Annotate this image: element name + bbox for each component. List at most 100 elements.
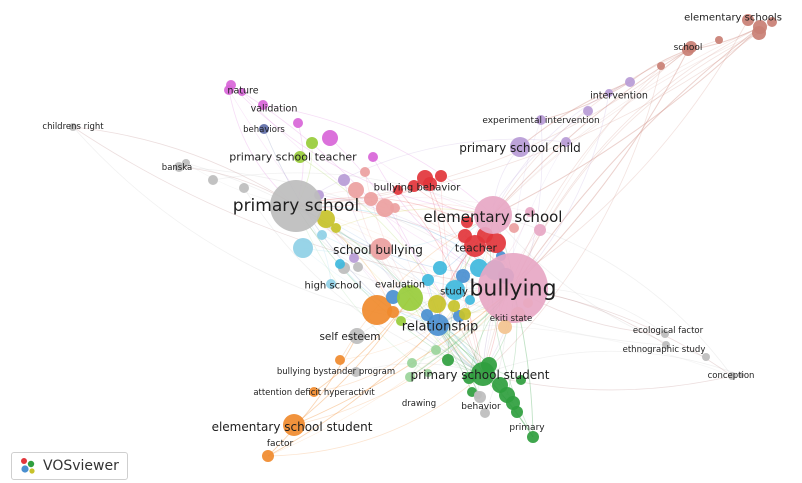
network-node[interactable] [387,306,399,318]
network-node[interactable] [448,300,460,312]
node-factor[interactable] [262,450,274,462]
network-node[interactable] [435,170,447,182]
network-node[interactable] [657,62,665,70]
network-node[interactable] [208,175,218,185]
node-self-esteem[interactable] [349,328,365,344]
node-ecological-factor[interactable] [661,330,669,338]
label-drawing[interactable]: drawing [402,399,436,409]
label-elementary-schools[interactable]: elementary schools [684,13,782,24]
label-relationship[interactable]: relationship [402,320,478,335]
label-primary[interactable]: primary [509,423,545,433]
network-node[interactable] [511,406,523,418]
network-node[interactable] [317,210,335,228]
label-elementary-school[interactable]: elementary school [424,208,563,226]
node-intervention[interactable] [625,77,635,87]
network-node[interactable] [368,152,378,162]
network-node[interactable] [442,354,454,366]
node-elementary-school-student[interactable] [283,414,305,436]
node-elementary-school[interactable] [474,196,512,234]
network-node[interactable] [742,14,754,26]
node-childrens-right[interactable] [69,123,77,131]
network-node[interactable] [360,167,370,177]
network-node[interactable] [353,262,363,272]
network-node[interactable] [407,358,417,368]
node-elementary-schools[interactable] [753,20,767,34]
label-behaviors[interactable]: behaviors [243,125,285,135]
node-bullying-behavior[interactable] [417,170,433,186]
node-school[interactable] [682,44,694,56]
network-node[interactable] [461,216,473,228]
network-node[interactable] [364,192,378,206]
node-behaviors[interactable] [259,124,269,134]
node-primary-school[interactable] [270,180,322,232]
network-node[interactable] [431,345,441,355]
label-study[interactable]: study [440,287,468,298]
label-bullying-bystander-program[interactable]: bullying bystander program [277,367,395,377]
network-node[interactable] [182,159,190,167]
node-nature[interactable] [224,85,234,95]
node-primary-school-teacher[interactable] [294,151,306,163]
label-experimental-intervention[interactable]: experimental intervention [482,116,599,126]
network-node[interactable] [605,89,613,97]
node-ekiti-state[interactable] [498,320,512,334]
label-conception[interactable]: conception [708,371,755,381]
label-high-school[interactable]: high school [304,281,361,292]
label-childrens-right[interactable]: childrens right [42,122,104,132]
node-relationship[interactable] [427,314,449,336]
label-bullying-behavior[interactable]: bullying behavior [374,183,462,194]
network-node[interactable] [317,230,327,240]
network-node[interactable] [306,137,318,149]
node-primary-school-student[interactable] [471,362,495,386]
node-primary-school-child[interactable] [510,137,530,157]
network-node[interactable] [459,308,471,320]
network-node[interactable] [238,88,246,96]
network-node[interactable] [293,238,313,258]
network-node[interactable] [396,316,406,326]
network-node[interactable] [715,36,723,44]
label-ecological-factor[interactable]: ecological factor [633,326,704,336]
network-node[interactable] [767,17,777,27]
node-primary[interactable] [527,431,539,443]
node-experimental-intervention[interactable] [536,115,546,125]
network-node[interactable] [534,224,546,236]
network-node[interactable] [456,269,470,283]
label-primary-school-student[interactable]: primary school student [411,368,550,382]
label-behavior[interactable]: behavior [461,402,501,412]
label-school-bullying[interactable]: school bullying [333,243,423,257]
label-ethnographic-study[interactable]: ethnographic study [623,345,706,355]
network-node[interactable] [335,355,345,365]
network-node[interactable] [335,259,345,269]
network-node[interactable] [349,253,359,263]
node-teacher[interactable] [464,235,486,257]
network-node[interactable] [465,295,475,305]
label-validation[interactable]: validation [251,104,298,115]
label-self-esteem[interactable]: self esteem [319,331,380,343]
node-study[interactable] [445,280,465,300]
network-node[interactable] [702,353,710,361]
network-node[interactable] [331,223,341,233]
label-bullying[interactable]: bullying [469,277,556,302]
network-node[interactable] [293,118,303,128]
node-drawing[interactable] [405,372,415,382]
network-node[interactable] [390,203,400,213]
node-behavior[interactable] [474,391,486,403]
network-node[interactable] [428,295,446,313]
node-validation[interactable] [258,100,268,110]
network-node[interactable] [362,295,392,325]
network-node[interactable] [386,290,400,304]
network-node[interactable] [408,180,420,192]
node-bullying-bystander-program[interactable] [351,367,361,377]
label-teacher[interactable]: teacher [455,242,498,255]
node-conception[interactable] [728,372,736,380]
network-node[interactable] [561,137,571,147]
label-factor[interactable]: factor [267,439,294,449]
label-nature[interactable]: nature [227,86,258,97]
node-school-bullying[interactable] [370,238,392,260]
vosviewer-badge[interactable]: VOSviewer [11,452,128,480]
network-node[interactable] [424,369,432,377]
label-banska[interactable]: banska [162,163,192,173]
node-banska[interactable] [174,162,184,172]
node-evaluation[interactable] [397,285,423,311]
network-node[interactable] [376,199,394,217]
